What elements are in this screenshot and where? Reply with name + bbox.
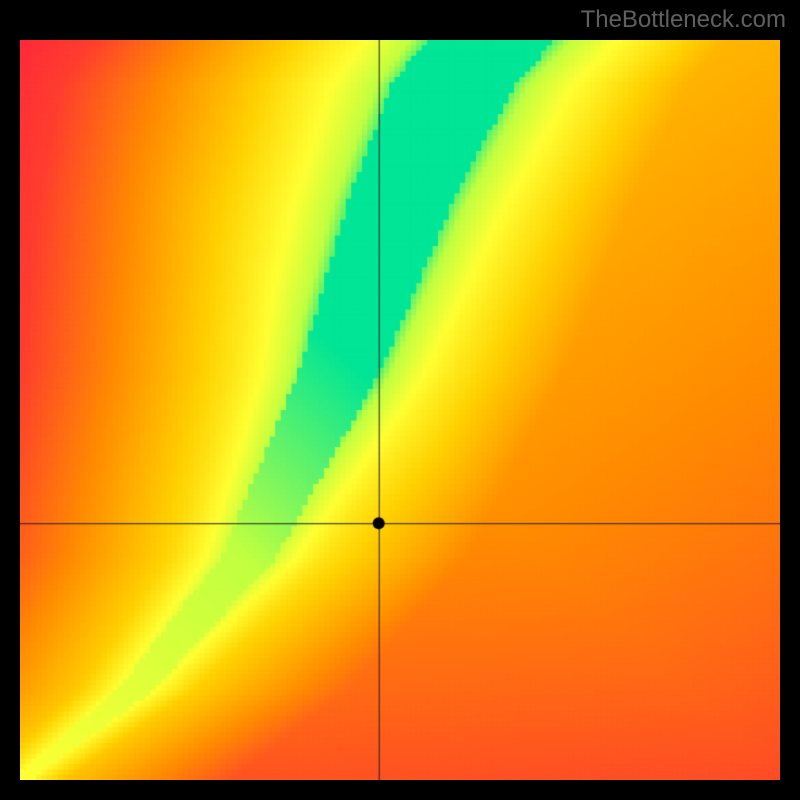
watermark-text: TheBottleneck.com [581,6,786,34]
bottleneck-heatmap-canvas [20,40,780,780]
chart-container: TheBottleneck.com [0,0,800,800]
